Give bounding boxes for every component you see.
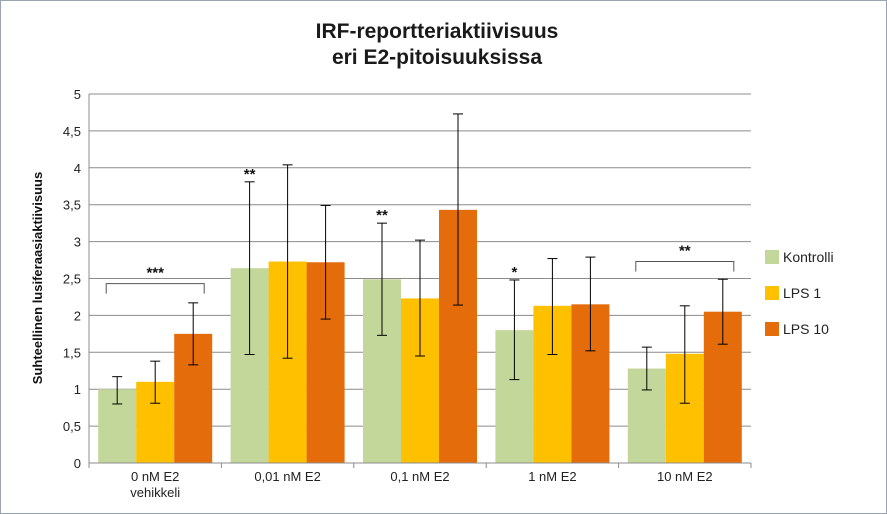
legend-label: LPS 1 xyxy=(783,285,821,301)
x-category-label: 0,1 nM E2 xyxy=(390,469,449,484)
significance-marker: ** xyxy=(679,243,691,260)
chart-title-line-2: eri E2-pitoisuuksissa xyxy=(332,46,542,69)
legend-swatch xyxy=(765,286,779,300)
significance-marker: ** xyxy=(244,166,256,183)
legend-label: LPS 10 xyxy=(783,321,829,337)
y-tick-label: 4,5 xyxy=(63,124,81,139)
x-category-label: 10 nM E2 xyxy=(657,469,713,484)
chart-title-line-1: IRF-reportteriaktiivisuus xyxy=(316,20,559,43)
legend-label: Kontrolli xyxy=(783,249,834,265)
legend-swatch xyxy=(765,322,779,336)
x-category-label: 0,01 nM E2 xyxy=(254,469,321,484)
legend-swatch xyxy=(765,250,779,264)
y-tick-label: 5 xyxy=(74,87,81,102)
y-tick-label: 0,5 xyxy=(63,419,81,434)
x-category-label: 1 nM E2 xyxy=(528,469,576,484)
y-tick-label: 2 xyxy=(74,308,81,323)
x-category-label: vehikkeli xyxy=(130,485,180,500)
significance-bracket xyxy=(635,261,735,272)
y-tick-label: 3 xyxy=(74,235,81,250)
significance-bracket xyxy=(105,283,205,294)
x-category-label: 0 nM E2 xyxy=(131,469,179,484)
significance-marker: * xyxy=(511,264,517,281)
significance-marker: ** xyxy=(376,207,388,224)
y-tick-label: 2,5 xyxy=(63,272,81,287)
y-tick-label: 1 xyxy=(74,382,81,397)
y-axis-label: Suhteellinen lusiferaasiaktiivisuus xyxy=(30,172,45,384)
significance-marker: *** xyxy=(146,265,164,282)
y-tick-label: 1,5 xyxy=(63,345,81,360)
y-tick-label: 4 xyxy=(74,161,81,176)
y-tick-label: 0 xyxy=(74,456,81,471)
y-tick-label: 3,5 xyxy=(63,198,81,213)
